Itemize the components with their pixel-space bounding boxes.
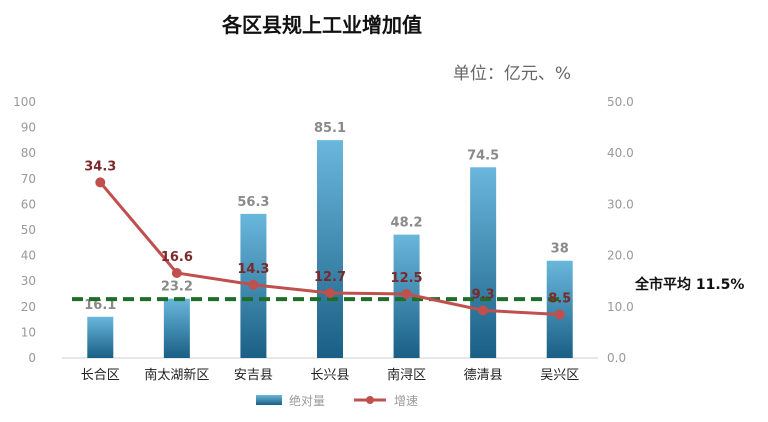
growth-data-label: 16.6 (161, 250, 193, 265)
category-label: 安吉县 (234, 368, 273, 383)
y-right-tick: 0.0 (607, 351, 626, 365)
y-left-tick: 100 (13, 95, 36, 109)
growth-data-label: 12.5 (391, 271, 423, 286)
chart-title: 各区县规上工业增加值 (221, 13, 422, 37)
growth-point (171, 268, 182, 279)
legend-line-label: 增速 (394, 394, 418, 408)
y-left-tick: 40 (21, 249, 36, 263)
bar (163, 298, 190, 358)
y-left-tick: 70 (21, 172, 36, 186)
y-left-tick: 10 (21, 325, 36, 339)
y-right-tick: 40.0 (607, 146, 634, 160)
y-left-tick: 20 (21, 300, 36, 314)
y-right-tick: 10.0 (607, 300, 634, 314)
growth-point (554, 309, 565, 320)
y-right-tick: 20.0 (607, 249, 634, 263)
y-left-tick: 50 (21, 223, 36, 237)
category-label: 长合区 (81, 368, 120, 383)
growth-data-label: 9.3 (472, 287, 495, 302)
bar-data-label: 56.3 (237, 195, 269, 210)
growth-point (401, 289, 412, 299)
average-reference-label: 全市平均 11.5% (634, 276, 744, 293)
category-label: 德清县 (464, 368, 503, 383)
category-label: 吴兴区 (540, 368, 579, 383)
bar-data-label: 85.1 (314, 121, 346, 136)
legend-bar-label: 绝对量 (289, 393, 325, 408)
growth-data-label: 14.3 (237, 262, 269, 277)
growth-point (95, 177, 106, 188)
bar (470, 167, 497, 358)
y-left-tick: 80 (21, 146, 36, 160)
category-label: 长兴县 (310, 368, 349, 383)
growth-point (478, 305, 489, 316)
growth-data-label: 34.3 (84, 159, 116, 174)
bar (546, 260, 573, 358)
bar-data-label: 38 (551, 242, 569, 257)
bar (317, 140, 343, 358)
bar-data-label: 16.1 (84, 298, 116, 313)
bar-data-label: 74.5 (467, 148, 499, 163)
growth-point (325, 287, 335, 298)
plot-area: 0 10 20 30 40 50 60 70 80 90 100 0.0 10.0 20.0 30.0 40.… (13, 95, 744, 408)
bar-data-label: 48.2 (391, 216, 423, 231)
y-left-tick: 30 (21, 274, 36, 288)
growth-point (248, 279, 259, 290)
growth-data-label: 8.5 (548, 291, 571, 306)
bar-data-label: 23.2 (161, 280, 193, 295)
category-label: 南太湖新区 (144, 367, 209, 383)
category-label: 南浔区 (387, 367, 426, 383)
y-right-tick: 30.0 (607, 197, 634, 211)
y-left-tick: 60 (21, 197, 36, 211)
legend-bar-swatch (256, 395, 282, 405)
legend-line-marker (366, 396, 374, 404)
growth-data-label: 12.7 (314, 270, 346, 285)
y-left-tick: 90 (21, 121, 36, 135)
unit-label: 单位：亿元、% (453, 64, 571, 84)
y-right-tick: 50.0 (607, 95, 634, 109)
bar (87, 316, 114, 358)
y-left-tick: 0 (28, 351, 36, 365)
